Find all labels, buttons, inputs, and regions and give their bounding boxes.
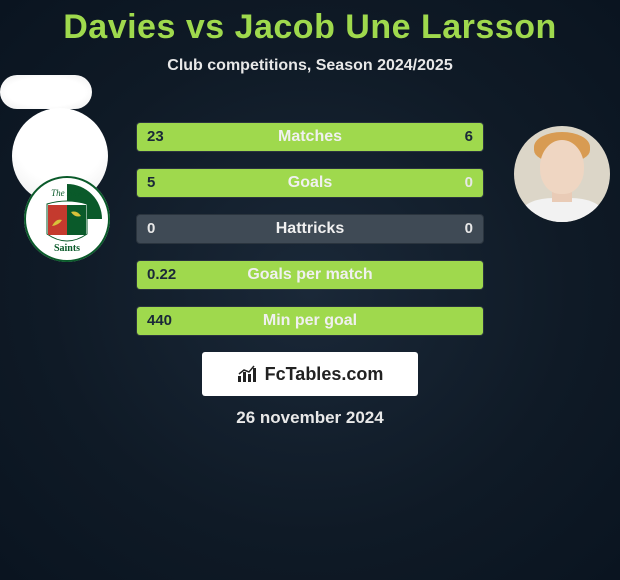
stat-row: Goals per match0.22 [136,260,484,290]
stat-label: Goals [137,169,483,197]
player-right-avatar [514,126,610,222]
stat-label: Min per goal [137,307,483,335]
stat-value-right: 6 [465,123,473,151]
brand-text: FcTables.com [265,364,384,385]
stat-row: Min per goal440 [136,306,484,336]
stat-value-left: 440 [147,307,172,335]
stat-label: Matches [137,123,483,151]
svg-text:Saints: Saints [54,243,80,254]
stat-label: Goals per match [137,261,483,289]
club-left-badge: The New Saints [24,176,110,262]
svg-text:The New: The New [51,188,83,198]
stat-value-right: 0 [465,169,473,197]
stat-value-left: 0.22 [147,261,176,289]
comparison-bars: Matches236Goals50Hattricks00Goals per ma… [136,122,484,352]
stat-value-right: 0 [465,215,473,243]
chart-icon [237,365,259,383]
stat-label: Hattricks [137,215,483,243]
footer-date: 26 november 2024 [0,408,620,428]
page-subtitle: Club competitions, Season 2024/2025 [0,57,620,75]
stat-value-left: 5 [147,169,155,197]
stat-row: Goals5 0 [136,168,484,198]
brand-badge: FcTables.com [202,352,418,396]
page-title: Davies vs Jacob Une Larsson [0,0,620,47]
stat-value-left: 23 [147,123,164,151]
stat-row: Hattricks0 0 [136,214,484,244]
club-right-badge [0,75,92,109]
stat-value-left: 0 [147,215,155,243]
stat-row: Matches23 6 [136,122,484,152]
